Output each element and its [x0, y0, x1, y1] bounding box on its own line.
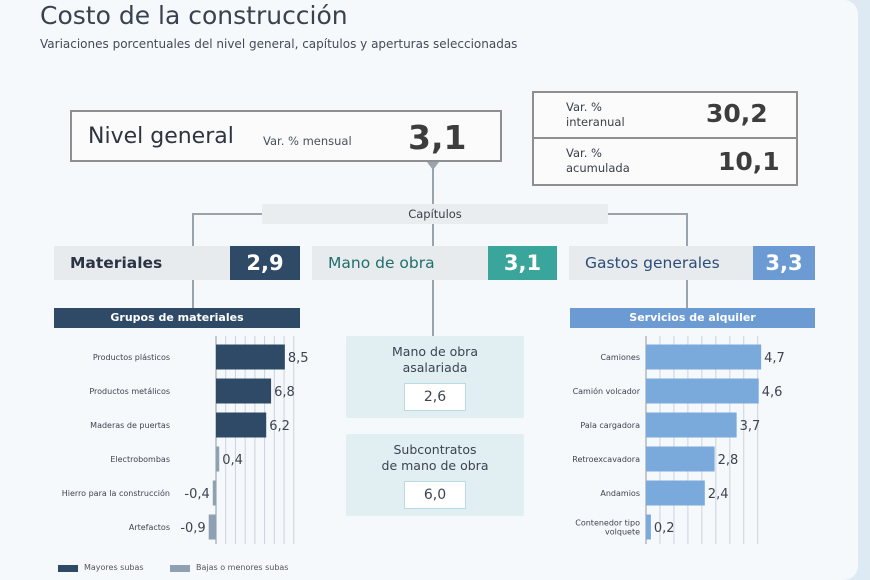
- value-label: 2,4: [708, 487, 729, 502]
- var-interanual-label-line1: Var. %: [566, 100, 602, 114]
- grupos-materiales-header: Grupos de materiales: [54, 308, 300, 328]
- mano-asalariada-title-line2: asalariada: [402, 360, 468, 375]
- var-acumulada-label-line2: acumulada: [566, 161, 630, 175]
- category-label: volquete: [605, 528, 640, 537]
- var-acumulada-value: 10,1: [718, 147, 780, 176]
- value-label: 0,4: [222, 453, 243, 468]
- var-interanual-label: Var. % interanual: [566, 100, 625, 130]
- connector-arrow: [427, 162, 439, 170]
- category-label: Hierro para la construcción: [62, 488, 170, 498]
- legend-label-bajas: Bajas o menores subas: [196, 563, 289, 572]
- bar: [646, 514, 651, 540]
- category-label: Pala cargadora: [580, 421, 640, 430]
- capitulo-gastos-generales-label: Gastos generales: [585, 254, 720, 272]
- bar: [646, 412, 737, 438]
- value-label: 4,6: [762, 385, 783, 400]
- capitulo-gastos-generales: Gastos generales 3,3: [569, 246, 815, 280]
- capitulos-label: Capítulos: [262, 204, 608, 224]
- capitulo-mano-de-obra-label: Mano de obra: [328, 254, 435, 272]
- bar: [216, 446, 220, 472]
- value-label: 8,5: [288, 351, 309, 366]
- capitulo-materiales-label: Materiales: [70, 254, 163, 272]
- capitulo-materiales: Materiales 2,9: [54, 246, 300, 280]
- connector-right: [686, 213, 688, 246]
- category-label: Productos plásticos: [93, 353, 170, 362]
- connector-mano-down: [432, 280, 434, 336]
- bar: [216, 344, 285, 370]
- mano-asalariada-box: Mano de obra asalariada 2,6: [346, 336, 524, 418]
- category-label: Retroexcavadora: [572, 455, 640, 464]
- bar: [208, 514, 216, 540]
- value-label: 2,8: [718, 453, 739, 468]
- subcontratos-title-line2: de mano de obra: [381, 458, 489, 473]
- page-title: Costo de la construcción: [40, 1, 348, 30]
- capitulo-materiales-value: 2,9: [230, 246, 300, 280]
- bar: [212, 480, 216, 506]
- mano-asalariada-value: 2,6: [404, 383, 466, 411]
- var-acumulada-label: Var. % acumulada: [566, 146, 630, 176]
- value-label: 4,7: [764, 351, 785, 366]
- value-label: 3,7: [740, 419, 761, 434]
- value-label: -0,4: [184, 487, 209, 502]
- var-interanual-label-line2: interanual: [566, 115, 625, 129]
- servicios-alquiler-chart: Camiones 4,7 Camión volcador 4,6 Pala cargad…: [572, 336, 785, 544]
- category-label: Andamios: [600, 489, 640, 498]
- bar: [646, 378, 759, 404]
- value-label: 6,2: [269, 419, 290, 434]
- legend-swatch-bajas: [170, 565, 190, 572]
- bar: [646, 446, 715, 472]
- category-label: Maderas de puertas: [90, 421, 170, 430]
- nivel-general-sub-label: Var. % mensual: [263, 134, 352, 148]
- category-label: Contenedor tipo: [575, 519, 640, 528]
- connector-center: [432, 224, 434, 246]
- var-interanual-value: 30,2: [706, 99, 768, 128]
- category-label: Camiones: [600, 353, 640, 362]
- capitulo-mano-de-obra-value: 3,1: [488, 246, 557, 280]
- category-label: Artefactos: [129, 523, 170, 532]
- subcontratos-box: Subcontratos de mano de obra 6,0: [346, 434, 524, 516]
- mano-asalariada-title: Mano de obra asalariada: [346, 344, 524, 376]
- servicios-alquiler-header: Servicios de alquiler: [570, 308, 815, 328]
- nivel-general-box: Nivel general Var. % mensual 3,1: [70, 110, 502, 162]
- mano-asalariada-title-line1: Mano de obra: [392, 344, 478, 359]
- bar: [216, 412, 267, 438]
- bar: [216, 378, 272, 404]
- connector-vertical-top: [432, 162, 434, 204]
- category-label: Productos metálicos: [89, 387, 170, 396]
- subcontratos-title-line1: Subcontratos: [393, 442, 477, 457]
- capitulo-gastos-generales-value: 3,3: [753, 246, 815, 280]
- var-acumulada-label-line1: Var. %: [566, 146, 602, 160]
- legend-swatch-mayores: [58, 565, 78, 572]
- capitulo-mano-de-obra: Mano de obra 3,1: [312, 246, 557, 280]
- category-label: Camión volcador: [573, 386, 641, 396]
- value-label: 0,2: [654, 521, 675, 536]
- page-subtitle: Variaciones porcentuales del nivel gener…: [40, 37, 518, 51]
- nivel-general-value: 3,1: [408, 118, 467, 157]
- connector-gastos-down: [686, 280, 688, 308]
- value-label: 6,8: [274, 385, 295, 400]
- bar: [646, 480, 705, 506]
- value-label: -0,9: [180, 521, 205, 536]
- legend-label-mayores: Mayores subas: [84, 563, 144, 572]
- grupos-materiales-chart: Productos plásticos 8,5 Productos metálico…: [62, 336, 309, 544]
- subcontratos-value: 6,0: [404, 481, 466, 509]
- category-label: Electrobombas: [110, 455, 170, 464]
- variaciones-divider: [534, 137, 796, 139]
- bar: [646, 344, 762, 370]
- connector-left: [192, 213, 194, 246]
- variaciones-box: Var. % interanual 30,2 Var. % acumulada …: [532, 91, 798, 186]
- nivel-general-label: Nivel general: [88, 124, 234, 149]
- connector-materiales-down: [192, 280, 194, 308]
- subcontratos-title: Subcontratos de mano de obra: [346, 442, 524, 474]
